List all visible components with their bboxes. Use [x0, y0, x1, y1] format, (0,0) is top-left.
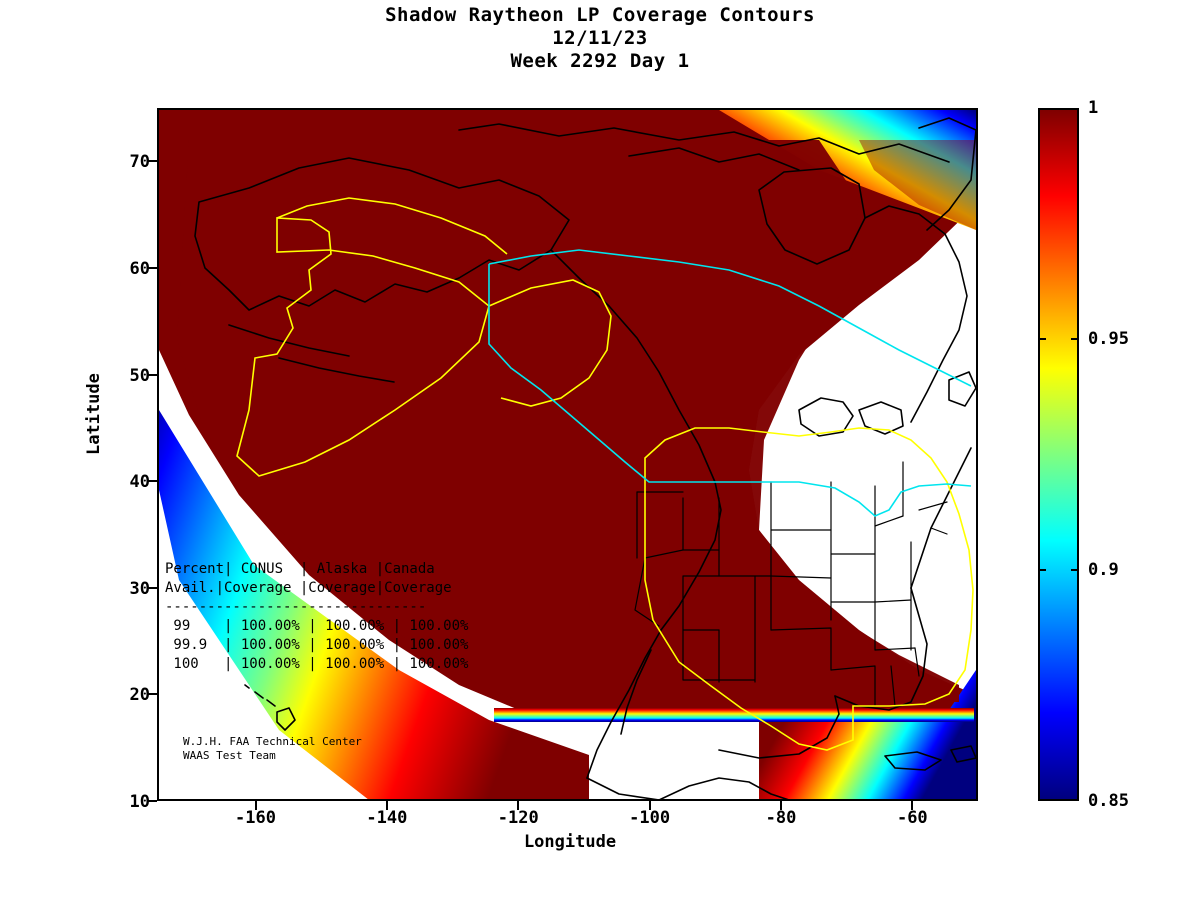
y-axis-ticks: 70 60 50 40 30 20 10 [98, 108, 150, 812]
x-tick-mark [648, 801, 651, 810]
y-tick-mark [148, 586, 157, 589]
stats-row-0: 99 | 100.00% | 100.00% | 100.00% [165, 618, 469, 634]
x-tick-mark [779, 801, 782, 810]
stats-rule: ------------------------------- [165, 599, 427, 615]
y-axis-label: Latitude [84, 373, 104, 455]
x-tick-label--140: -140 [366, 808, 408, 828]
y-tick-label-10: 10 [129, 792, 150, 812]
colorbar [1038, 108, 1079, 801]
credit-line-1: W.J.H. FAA Technical Center [183, 735, 362, 748]
coastline-layer [194, 117, 976, 799]
colorbar-tick-0.9: 0.9 [1088, 560, 1119, 580]
colorbar-tick-mark [1038, 338, 1046, 340]
chart-title-block: Shadow Raytheon LP Coverage Contours 12/… [0, 4, 1200, 73]
y-tick-mark [148, 693, 157, 696]
x-tick-label--80: -80 [765, 808, 797, 828]
stats-header-row-1: Percent| CONUS | Alaska |Canada [165, 561, 435, 577]
x-tick-mark [911, 801, 914, 810]
y-tick-label-70: 70 [129, 152, 150, 173]
colorbar-tick-mark [1038, 569, 1046, 571]
x-tick-label--120: -120 [497, 808, 539, 828]
stats-row-1: 99.9 | 100.00% | 100.00% | 100.00% [165, 637, 469, 653]
colorbar-tick-0.95: 0.95 [1088, 329, 1129, 349]
x-axis-label: Longitude [523, 832, 617, 852]
x-tick-mark [385, 801, 388, 810]
colorbar-tick-1: 1 [1088, 98, 1099, 118]
canada-service-volume [488, 249, 972, 517]
service-volume-layer [236, 197, 974, 751]
x-axis-ticks: -160 -140 -120 -100 -80 -60 [157, 808, 978, 834]
title-line-3: Week 2292 Day 1 [510, 50, 690, 72]
y-tick-mark [148, 800, 157, 802]
credit-line-2: WAAS Test Team [183, 749, 276, 762]
colorbar-gradient [1040, 110, 1077, 799]
x-tick-label--100: -100 [629, 808, 671, 828]
alaska-service-volume [236, 197, 612, 477]
title-line-2: 12/11/23 [552, 27, 648, 49]
stats-header-row-2: Avail.|Coverage |Coverage|Coverage [165, 580, 452, 596]
y-tick-label-50: 50 [129, 365, 150, 386]
map-canvas [159, 110, 976, 799]
colorbar-tick-mark [1071, 338, 1079, 340]
conus-service-volume [644, 427, 974, 751]
map-plot-area [157, 108, 978, 801]
x-tick-label--160: -160 [235, 808, 276, 828]
y-tick-mark [148, 160, 157, 163]
x-tick-mark [517, 801, 520, 810]
x-tick-mark [254, 801, 257, 810]
y-tick-label-40: 40 [129, 472, 150, 493]
stats-row-2: 100 | 100.00% | 100.00% | 100.00% [165, 656, 469, 672]
y-tick-label-60: 60 [129, 258, 150, 279]
y-tick-mark [148, 480, 157, 483]
y-tick-label-30: 30 [129, 578, 150, 599]
title-line-1: Shadow Raytheon LP Coverage Contours [385, 4, 815, 26]
colorbar-tick-mark [1071, 569, 1079, 571]
x-tick-label--60: -60 [896, 808, 928, 828]
credit-text: W.J.H. FAA Technical Center WAAS Test Tea… [183, 735, 362, 763]
y-tick-label-20: 20 [129, 685, 150, 706]
y-tick-mark [148, 373, 157, 376]
coverage-stats-table: Percent| CONUS | Alaska |Canada Avail.|Co… [165, 560, 468, 674]
colorbar-tick-0.85: 0.85 [1088, 791, 1129, 811]
y-tick-mark [148, 266, 157, 269]
